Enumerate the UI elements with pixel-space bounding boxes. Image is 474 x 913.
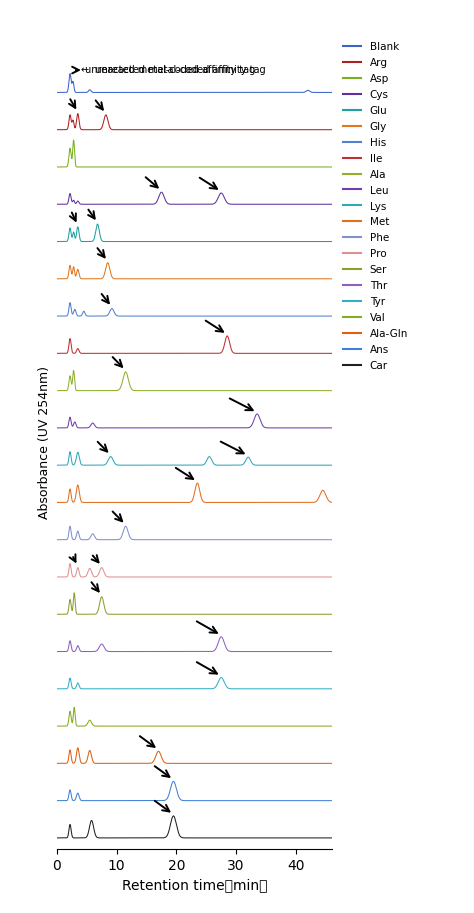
- X-axis label: Retention time（min）: Retention time（min）: [122, 878, 267, 892]
- Y-axis label: Absorbance (UV 254nm): Absorbance (UV 254nm): [38, 366, 51, 519]
- Text: ←  unreacted metal-coded affinity tag: ← unreacted metal-coded affinity tag: [81, 65, 265, 75]
- Text: unreacted metal-coded affinity tag: unreacted metal-coded affinity tag: [85, 65, 255, 75]
- Legend: Blank, Arg, Asp, Cys, Glu, Gly, His, Ile, Ala, Leu, Lys, Met, Phe, Pro, Ser, Thr: Blank, Arg, Asp, Cys, Glu, Gly, His, Ile…: [343, 42, 408, 371]
